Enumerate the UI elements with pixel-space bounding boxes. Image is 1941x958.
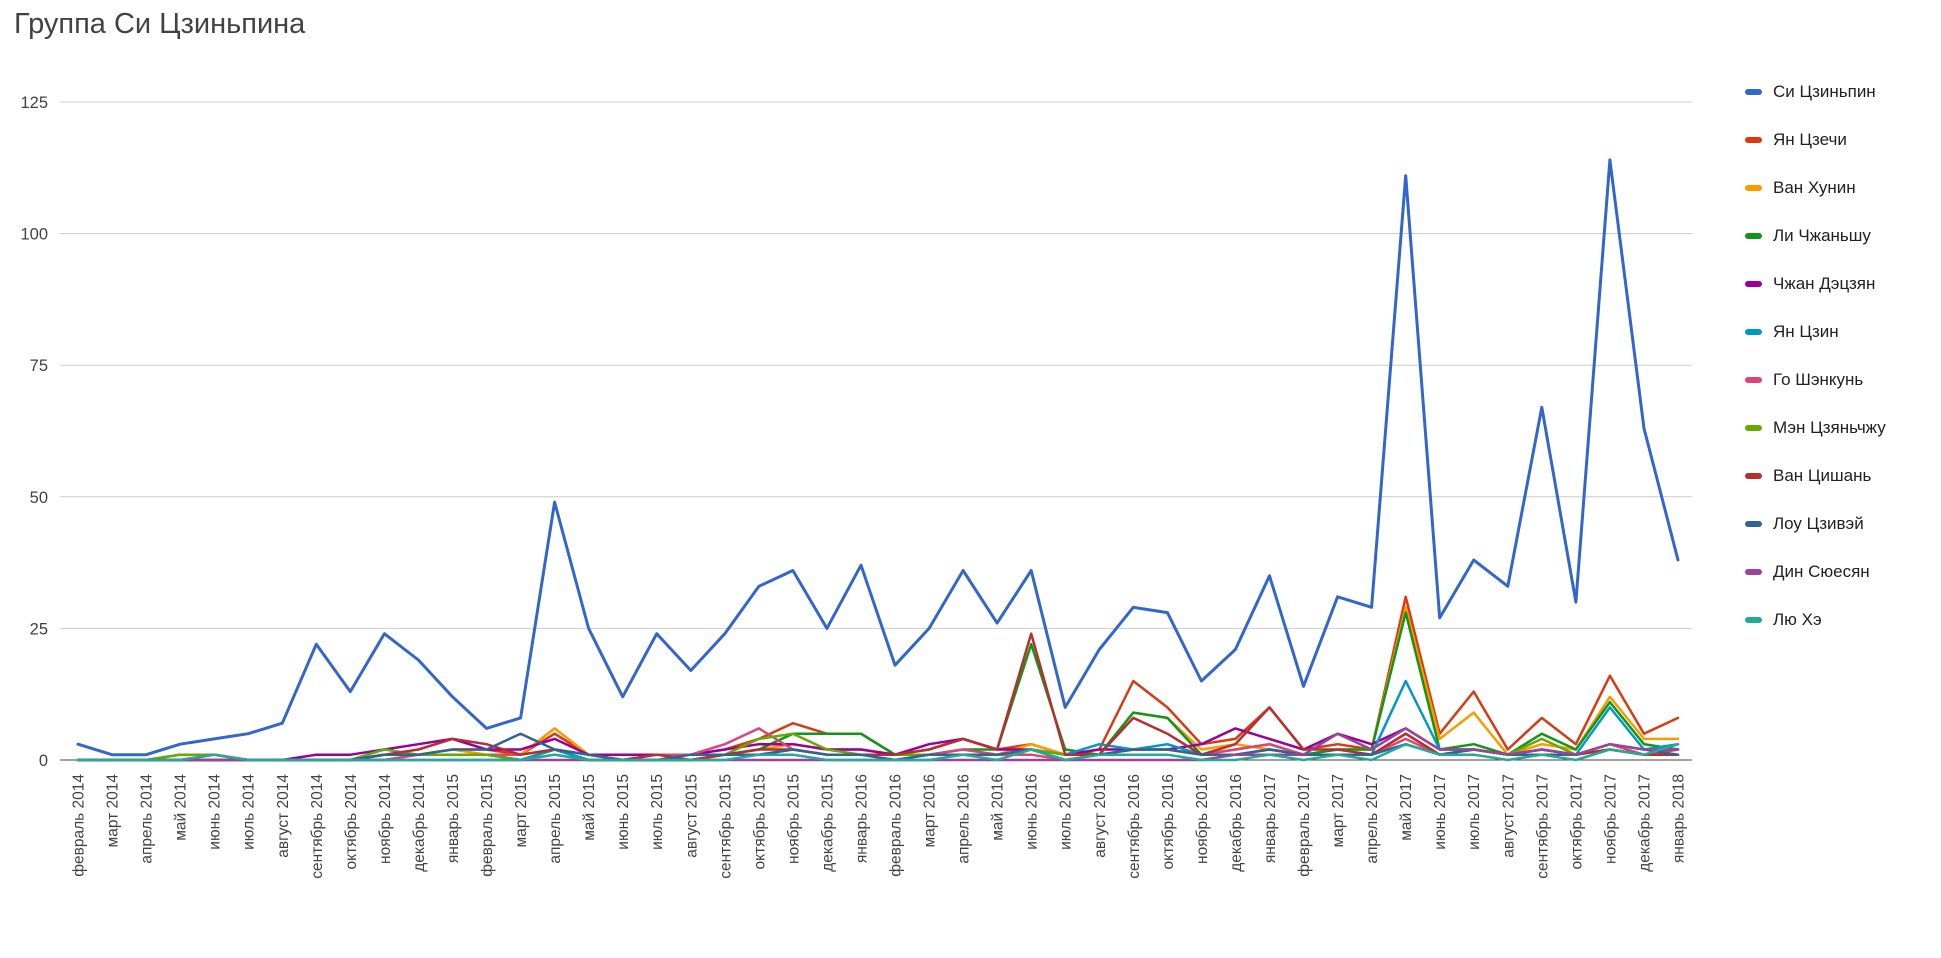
x-axis-label: сентябрь 2015 (717, 774, 734, 879)
x-axis-label: ноябрь 2016 (1194, 774, 1211, 864)
x-axis-label: май 2017 (1398, 774, 1415, 841)
x-axis-label: март 2014 (105, 774, 122, 848)
series-line (76, 158, 1680, 757)
line-chart: 0 25 50 75 100 125 февраль 2014 март 2014 апрель… (20, 94, 1692, 879)
x-axis-label: апрель 2014 (139, 774, 156, 864)
x-axis-label: май 2016 (990, 774, 1007, 841)
legend-swatch (1745, 329, 1762, 335)
x-axis-label: март 2017 (1330, 774, 1347, 847)
legend-item: Дин Сюесян (1745, 548, 1886, 596)
legend-label: Си Цзиньпин (1773, 82, 1876, 101)
y-axis-label: 0 (39, 752, 48, 770)
x-axis-label: июнь 2014 (207, 774, 224, 850)
y-axis-label: 50 (30, 489, 48, 507)
legend-label: Чжан Дэцзян (1773, 274, 1876, 293)
series-line (76, 606, 1680, 762)
legend-swatch (1745, 473, 1762, 479)
y-axis-label: 25 (30, 620, 48, 638)
x-axis-label: февраль 2015 (479, 774, 496, 877)
x-axis-label: январь 2017 (1262, 774, 1279, 863)
x-axis-label: февраль 2016 (888, 774, 905, 877)
x-axis-label: август 2015 (683, 774, 700, 858)
x-axis-label: сентябрь 2014 (309, 774, 326, 879)
legend-item: Мэн Цзяньчжу (1745, 404, 1886, 452)
y-axis-label: 75 (30, 357, 48, 375)
x-axis-label: декабрь 2017 (1637, 774, 1654, 872)
legend-item: Го Шэнкунь (1745, 356, 1886, 404)
x-axis-label: май 2015 (581, 774, 598, 841)
legend-swatch (1745, 617, 1762, 623)
legend-label: Лю Хэ (1773, 610, 1822, 629)
legend-label: Ян Цзечи (1773, 130, 1847, 149)
y-axis-label: 100 (20, 226, 48, 244)
legend-swatch (1745, 569, 1762, 575)
series-line (76, 742, 1680, 762)
legend-swatch (1745, 137, 1762, 143)
legend: Си Цзиньпин Ян Цзечи Ван Хунин Ли Чжаньшу Чж… (1745, 68, 1886, 644)
x-axis-label: июнь 2017 (1432, 774, 1449, 850)
x-axis-label: август 2017 (1500, 774, 1517, 858)
x-axis-label: январь 2018 (1671, 774, 1688, 863)
legend-swatch (1745, 89, 1762, 95)
x-axis-label: февраль 2014 (71, 774, 88, 877)
x-axis-label: октябрь 2015 (751, 774, 768, 869)
x-axis-label: ноябрь 2017 (1602, 774, 1619, 864)
legend-item: Лю Хэ (1745, 596, 1886, 644)
x-axis-label: апрель 2015 (547, 774, 564, 864)
legend-item: Лоу Цзивэй (1745, 500, 1886, 548)
legend-item: Ян Цзин (1745, 308, 1886, 356)
x-axis-label: май 2014 (173, 774, 190, 841)
x-axis-label: октябрь 2016 (1160, 774, 1177, 869)
legend-label: Го Шэнкунь (1773, 370, 1864, 389)
x-axis-label: ноябрь 2015 (785, 774, 802, 864)
x-axis-label: сентябрь 2016 (1126, 774, 1143, 879)
legend-label: Лоу Цзивэй (1773, 514, 1864, 533)
x-axis-label: октябрь 2014 (343, 774, 360, 870)
x-axis-label: июль 2015 (649, 774, 666, 850)
x-axis-label: март 2015 (513, 774, 530, 847)
legend-item: Ван Хунин (1745, 164, 1886, 212)
x-axis-label: июль 2017 (1466, 774, 1483, 850)
legend-label: Ван Хунин (1773, 178, 1856, 197)
x-axis-label: июль 2016 (1058, 774, 1075, 850)
legend-label: Мэн Цзяньчжу (1773, 418, 1886, 437)
legend-label: Ван Цишань (1773, 466, 1872, 485)
legend-swatch (1745, 281, 1762, 287)
legend-item: Чжан Дэцзян (1745, 260, 1886, 308)
x-axis-label: декабрь 2014 (411, 774, 428, 872)
x-axis-label: июль 2014 (241, 774, 258, 850)
x-axis-label: октябрь 2017 (1568, 774, 1585, 869)
legend-swatch (1745, 425, 1762, 431)
legend-label: Дин Сюесян (1773, 562, 1870, 581)
x-axis-label: июнь 2015 (615, 774, 632, 850)
legend-label: Ли Чжаньшу (1773, 226, 1871, 245)
x-axis-label: январь 2015 (445, 774, 462, 863)
legend-item: Ван Цишань (1745, 452, 1886, 500)
legend-swatch (1745, 521, 1762, 527)
series-line (76, 611, 1680, 762)
x-axis-label: август 2016 (1092, 774, 1109, 858)
x-axis-label: август 2014 (275, 774, 292, 858)
x-axis-label: сентябрь 2017 (1534, 774, 1551, 879)
x-axis-label: апрель 2017 (1364, 774, 1381, 864)
y-axis-label: 125 (20, 94, 48, 112)
legend-item: Ян Цзечи (1745, 116, 1886, 164)
legend-swatch (1745, 377, 1762, 383)
legend-label: Ян Цзин (1773, 322, 1839, 341)
x-axis-label: декабрь 2016 (1228, 774, 1245, 872)
x-axis-label: декабрь 2015 (819, 774, 836, 872)
chart-title: Группа Си Цзиньпина (14, 8, 306, 40)
x-axis-label: апрель 2016 (956, 774, 973, 864)
legend-item: Си Цзиньпин (1745, 68, 1886, 116)
x-axis-label: ноябрь 2014 (377, 774, 394, 864)
x-axis-label: июнь 2016 (1024, 774, 1041, 850)
x-axis-label: январь 2016 (854, 774, 871, 863)
legend-swatch (1745, 233, 1762, 239)
legend-swatch (1745, 185, 1762, 191)
legend-item: Ли Чжаньшу (1745, 212, 1886, 260)
x-axis-label: февраль 2017 (1296, 774, 1313, 877)
x-axis-label: март 2016 (922, 774, 939, 847)
